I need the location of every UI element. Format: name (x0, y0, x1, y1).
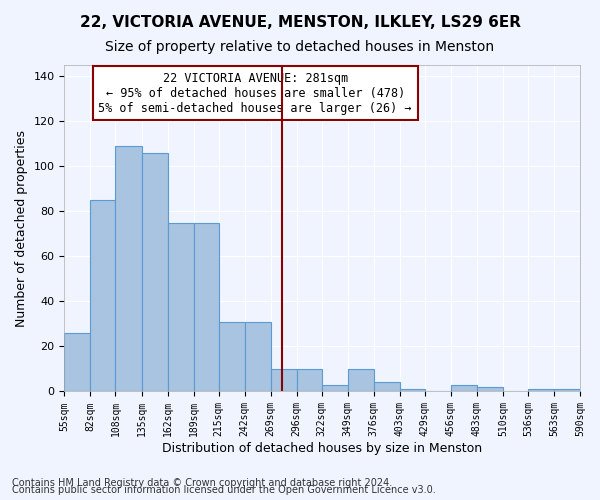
Bar (115, 146, 142, 392)
Text: Contains public sector information licensed under the Open Government Licence v3: Contains public sector information licen… (12, 485, 436, 495)
Bar (245, 322, 271, 392)
Bar (322, 384, 348, 392)
Text: 22 VICTORIA AVENUE: 281sqm
← 95% of detached houses are smaller (478)
5% of semi: 22 VICTORIA AVENUE: 281sqm ← 95% of deta… (98, 72, 412, 114)
Bar (374, 382, 400, 392)
Y-axis label: Number of detached properties: Number of detached properties (15, 130, 28, 326)
Bar (348, 369, 374, 392)
Bar (400, 389, 425, 392)
Bar (451, 384, 477, 392)
Bar (554, 389, 580, 392)
Bar (167, 222, 194, 392)
Text: 22, VICTORIA AVENUE, MENSTON, ILKLEY, LS29 6ER: 22, VICTORIA AVENUE, MENSTON, ILKLEY, LS… (79, 15, 521, 30)
Text: Contains HM Land Registry data © Crown copyright and database right 2024.: Contains HM Land Registry data © Crown c… (12, 478, 392, 488)
Text: Size of property relative to detached houses in Menston: Size of property relative to detached ho… (106, 40, 494, 54)
Bar (64, 333, 91, 392)
Bar (477, 387, 503, 392)
Bar (194, 222, 218, 392)
X-axis label: Distribution of detached houses by size in Menston: Distribution of detached houses by size … (162, 442, 482, 455)
Bar (296, 369, 322, 392)
Bar (91, 200, 115, 392)
Bar (271, 369, 296, 392)
Bar (528, 389, 554, 392)
Bar (218, 322, 245, 392)
Bar (142, 153, 167, 392)
